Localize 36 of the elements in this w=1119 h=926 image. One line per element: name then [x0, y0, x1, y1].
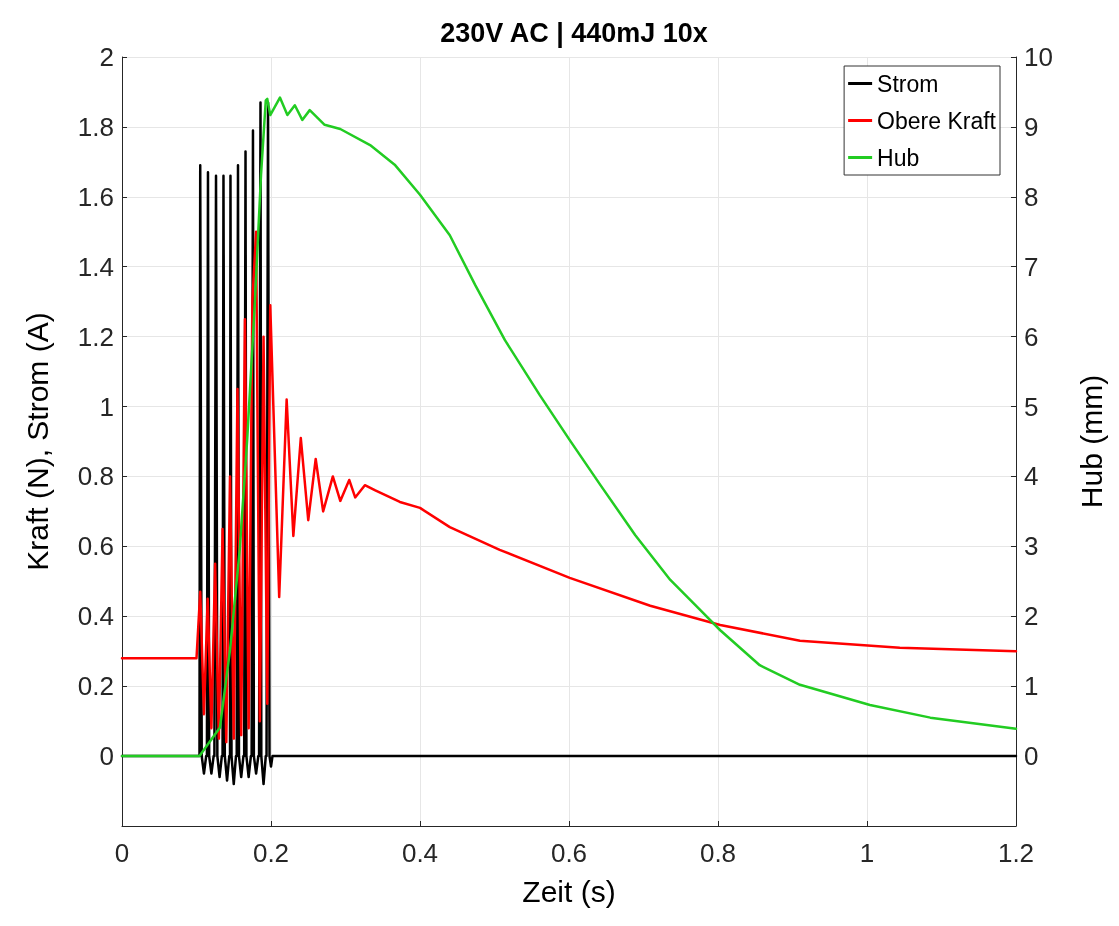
y2-tick-label: 1 [1024, 671, 1039, 702]
y-axis-title: Kraft (N), Strom (A) [20, 312, 54, 571]
x-tick-label: 1.2 [997, 838, 1035, 868]
y2-tick-label: 2 [1024, 601, 1039, 632]
line-series [120, 230, 1018, 744]
y-tick-label: 0.4 [77, 601, 114, 632]
x-tick-label: 0.8 [699, 838, 737, 868]
x-tick-label: 0.2 [252, 838, 290, 868]
legend-label: Strom [877, 70, 939, 97]
y-tick-label: 0 [99, 741, 114, 772]
y-tick-label: 1.8 [77, 111, 114, 142]
chart-title: 230V AC | 440mJ 10x [440, 17, 708, 48]
y2-axis-title: Hub (mm) [1074, 374, 1108, 509]
y2-tick-label: 5 [1024, 391, 1039, 422]
x-tick-label: 1 [859, 838, 875, 868]
y-tick-label: 1.6 [77, 181, 114, 212]
legend-label: Hub [877, 144, 920, 171]
y2-tick-label: 7 [1024, 251, 1039, 282]
x-axis-title: Zeit (s) [522, 874, 616, 908]
legend-label: Obere Kraft [877, 107, 997, 134]
y-tick-label: 1 [99, 391, 114, 422]
x-tick-label: 0.4 [401, 838, 439, 868]
y2-tick-label: 0 [1024, 741, 1039, 772]
y2-tick-label: 10 [1024, 42, 1053, 72]
y2-tick-label: 8 [1024, 181, 1039, 212]
y-tick-label: 0.2 [77, 671, 114, 702]
x-tick-label: 0.6 [550, 838, 588, 868]
y-tick-label: 1.4 [77, 251, 114, 282]
y-tick-label: 0.8 [77, 461, 114, 492]
y-tick-label: 0.6 [77, 531, 114, 562]
y2-tick-label: 9 [1024, 111, 1039, 142]
y-tick-label: 1.2 [77, 321, 114, 352]
y-tick-label: 2 [99, 42, 114, 72]
y2-tick-label: 3 [1024, 531, 1039, 562]
y2-tick-label: 6 [1024, 321, 1039, 352]
y2-tick-label: 4 [1024, 461, 1039, 492]
